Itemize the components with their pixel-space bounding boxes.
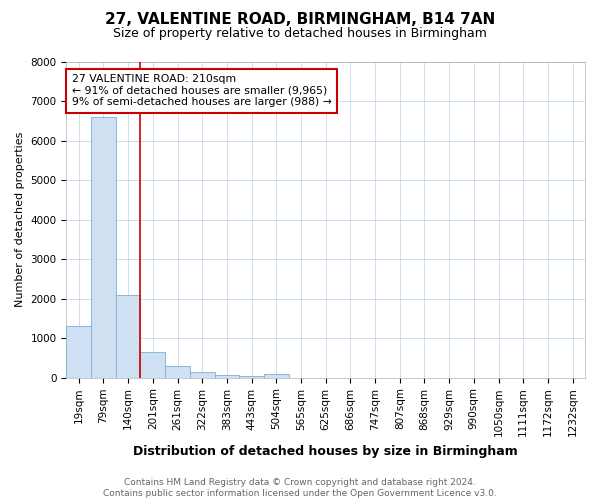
Bar (239, 376, 264, 378)
Bar (190, 372, 215, 378)
Bar (91, 117, 116, 378)
Text: 27 VALENTINE ROAD: 210sqm
← 91% of detached houses are smaller (9,965)
9% of sem: 27 VALENTINE ROAD: 210sqm ← 91% of detac… (71, 74, 331, 108)
Text: Contains HM Land Registry data © Crown copyright and database right 2024.
Contai: Contains HM Land Registry data © Crown c… (103, 478, 497, 498)
Text: 27, VALENTINE ROAD, BIRMINGHAM, B14 7AN: 27, VALENTINE ROAD, BIRMINGHAM, B14 7AN (105, 12, 495, 28)
Text: Size of property relative to detached houses in Birmingham: Size of property relative to detached ho… (113, 28, 487, 40)
Y-axis label: Number of detached properties: Number of detached properties (15, 132, 25, 308)
Bar (140, 352, 165, 378)
Bar (165, 366, 190, 378)
Bar (116, 294, 140, 378)
Bar (215, 374, 239, 378)
Bar (67, 326, 91, 378)
Bar (264, 374, 289, 378)
X-axis label: Distribution of detached houses by size in Birmingham: Distribution of detached houses by size … (133, 444, 518, 458)
